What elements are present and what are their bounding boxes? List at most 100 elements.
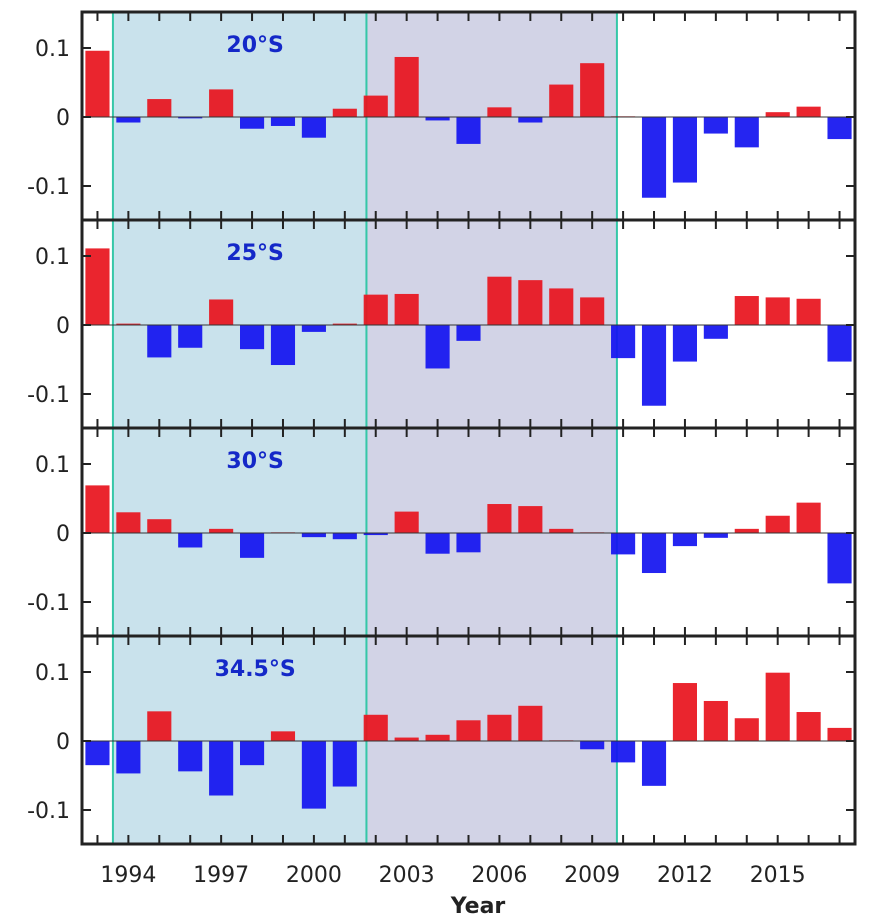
bar-1994 bbox=[116, 512, 141, 533]
bar-2010 bbox=[611, 325, 636, 359]
bar-1994 bbox=[116, 323, 141, 325]
bar-2015 bbox=[765, 672, 790, 741]
bar-1993 bbox=[85, 50, 110, 118]
bar-2008 bbox=[549, 84, 574, 117]
bar-1998 bbox=[240, 533, 265, 558]
bar-2007 bbox=[518, 280, 543, 325]
y-tick-label: -0.1 bbox=[27, 175, 70, 200]
bar-1998 bbox=[240, 325, 265, 350]
panel-1: 0.1 0 -0.1 20°S bbox=[27, 10, 857, 222]
bar-2005 bbox=[456, 533, 481, 553]
bar-2013 bbox=[703, 117, 728, 134]
chart-panels: 0.10-0.120°S0.10-0.125°S0.10-0.130°S0.10… bbox=[27, 10, 857, 846]
bar-2003 bbox=[394, 56, 419, 117]
bar-2002 bbox=[363, 95, 388, 117]
x-tick-label: 1997 bbox=[193, 863, 249, 888]
bar-2015 bbox=[765, 515, 790, 533]
bar-2000 bbox=[301, 117, 326, 138]
bar-1997 bbox=[209, 89, 234, 117]
bar-2011 bbox=[641, 533, 667, 574]
y-tick-label: 0.1 bbox=[35, 245, 70, 270]
bar-1999 bbox=[270, 117, 296, 126]
bar-2017 bbox=[827, 727, 852, 741]
x-tick-label: 1994 bbox=[100, 863, 156, 888]
bar-2013 bbox=[703, 325, 728, 339]
bar-2004 bbox=[425, 533, 450, 554]
y-tick-label: 0.1 bbox=[35, 37, 70, 62]
bar-2006 bbox=[487, 107, 512, 117]
bar-2012 bbox=[672, 683, 697, 741]
x-tick-label: 2006 bbox=[471, 863, 527, 888]
bar-2016 bbox=[796, 712, 821, 741]
bar-1993 bbox=[85, 485, 110, 533]
bar-1996 bbox=[178, 117, 203, 119]
bar-2005 bbox=[456, 720, 481, 741]
bar-1998 bbox=[240, 741, 265, 766]
bar-2007 bbox=[518, 705, 543, 741]
bar-1995 bbox=[147, 325, 172, 358]
bar-2004 bbox=[425, 325, 450, 369]
bar-2017 bbox=[827, 325, 852, 362]
y-tick-label: 0.1 bbox=[35, 453, 70, 478]
bar-2001 bbox=[332, 323, 357, 325]
x-tick-label: 2009 bbox=[564, 863, 620, 888]
y-tick-label: -0.1 bbox=[27, 799, 70, 824]
bar-1998 bbox=[240, 117, 265, 129]
x-tick-label: 2012 bbox=[657, 863, 713, 888]
bar-2010 bbox=[611, 741, 636, 763]
bar-1993 bbox=[85, 248, 110, 325]
x-axis: 1994 1997 2000 2003 2006 2009 2012 2015 bbox=[100, 863, 805, 888]
x-tick-label: 2015 bbox=[750, 863, 806, 888]
bar-1997 bbox=[209, 528, 234, 533]
bar-2004 bbox=[425, 117, 450, 121]
bar-2000 bbox=[301, 533, 326, 538]
bar-1996 bbox=[178, 325, 203, 348]
bar-2012 bbox=[672, 533, 697, 547]
bar-1994 bbox=[116, 117, 141, 123]
bar-2014 bbox=[734, 528, 759, 533]
bar-2008 bbox=[549, 288, 574, 325]
bar-2014 bbox=[734, 296, 759, 325]
bar-2001 bbox=[332, 741, 357, 787]
bar-2015 bbox=[765, 297, 790, 325]
panel-2: 0.1 0 -0.1 25°S bbox=[27, 218, 857, 430]
bar-1997 bbox=[209, 299, 234, 325]
bar-2013 bbox=[703, 700, 728, 741]
bar-2002 bbox=[363, 714, 388, 741]
bar-2009 bbox=[580, 63, 605, 117]
bar-2006 bbox=[487, 276, 512, 325]
bar-2002 bbox=[363, 294, 388, 325]
x-tick-label: 2000 bbox=[286, 863, 342, 888]
panel-label: 34.5°S bbox=[215, 657, 296, 682]
bar-1995 bbox=[147, 99, 172, 117]
bar-2010 bbox=[611, 533, 636, 555]
y-tick-label: 0 bbox=[56, 730, 70, 755]
bar-1993 bbox=[85, 741, 110, 766]
bar-2004 bbox=[425, 734, 450, 741]
bar-2009 bbox=[580, 741, 605, 750]
bar-2001 bbox=[332, 533, 357, 540]
bar-2012 bbox=[672, 325, 697, 362]
y-tick-label: 0 bbox=[56, 314, 70, 339]
bar-1995 bbox=[147, 711, 172, 741]
panel-4: 0.1 0 -0.1 34.5°S bbox=[27, 634, 857, 846]
y-tick-label: 0 bbox=[56, 522, 70, 547]
bar-2015 bbox=[765, 112, 790, 117]
bar-2013 bbox=[703, 533, 728, 538]
bar-2011 bbox=[641, 117, 667, 198]
bar-1999 bbox=[270, 325, 296, 366]
y-tick-label: -0.1 bbox=[27, 591, 70, 616]
bar-2008 bbox=[549, 528, 574, 533]
bar-2009 bbox=[580, 297, 605, 325]
bar-2001 bbox=[332, 108, 357, 117]
bar-1995 bbox=[147, 519, 172, 533]
bar-2016 bbox=[796, 106, 821, 117]
x-axis-label: Year bbox=[450, 894, 506, 919]
bar-2016 bbox=[796, 502, 821, 533]
bar-2003 bbox=[394, 737, 419, 741]
bar-1994 bbox=[116, 741, 141, 774]
bar-2000 bbox=[301, 325, 326, 332]
bar-2002 bbox=[363, 533, 388, 536]
bar-1996 bbox=[178, 533, 203, 548]
